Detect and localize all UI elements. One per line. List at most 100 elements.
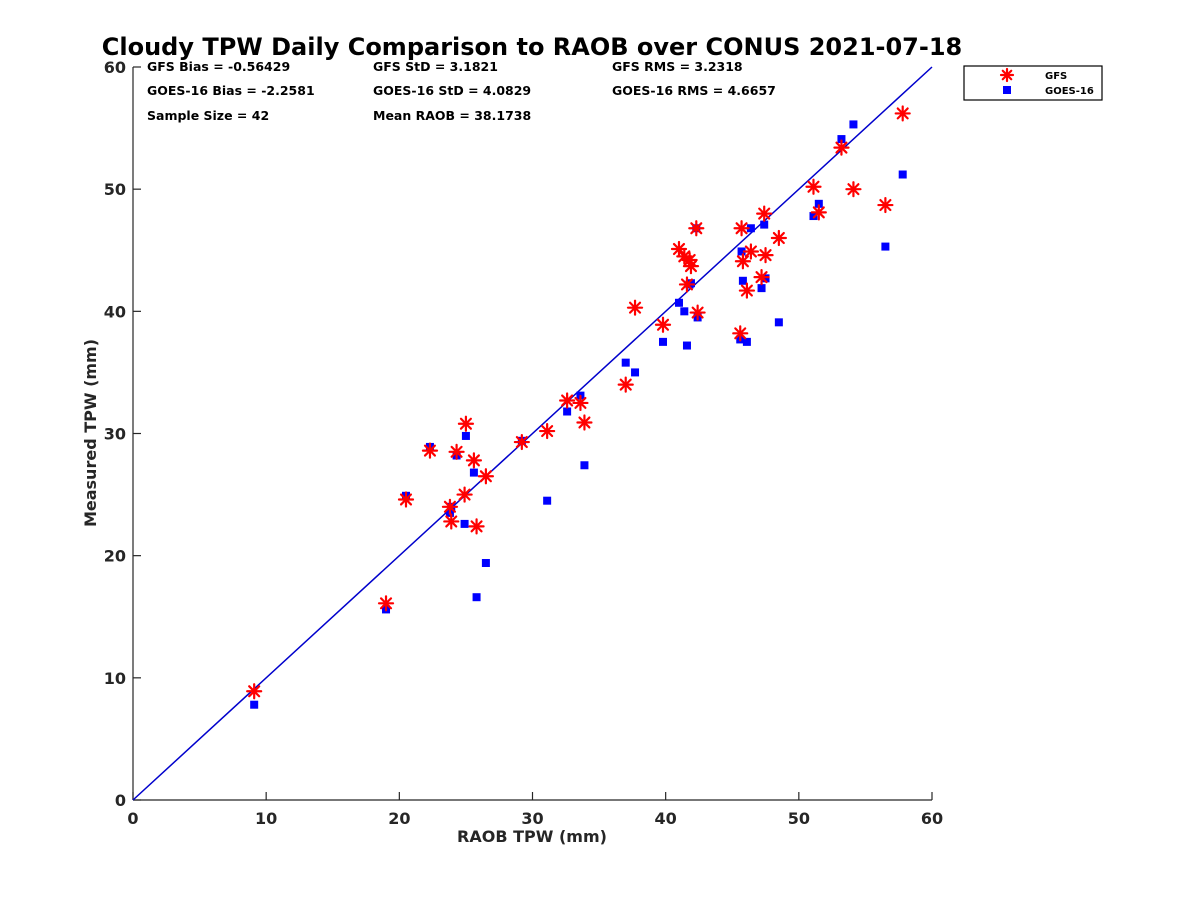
gfs-point <box>572 394 589 412</box>
gfs-point <box>681 251 698 269</box>
goes-16-point <box>659 337 668 346</box>
goes-16-point <box>469 468 478 477</box>
series-gfs <box>246 105 911 700</box>
goes-16-point <box>746 224 755 233</box>
stat-mean-raob: Mean RAOB = 38.1738 <box>373 108 531 123</box>
goes-16-point <box>472 593 481 602</box>
y-tick-label: 50 <box>104 180 126 199</box>
y-tick-label: 30 <box>104 425 126 444</box>
goes-16-point <box>742 337 751 346</box>
goes-16-point <box>809 212 818 221</box>
goes-16-point <box>674 298 683 307</box>
legend-gfs-marker <box>999 67 1015 83</box>
gfs-point <box>246 683 263 700</box>
gfs-point <box>733 220 750 237</box>
gfs-point <box>742 243 759 260</box>
goes-16-point <box>461 431 470 440</box>
legend: GFS GOES-16 <box>963 65 1103 101</box>
goes-16-point <box>837 135 846 144</box>
stat-gfs-bias: GFS Bias = -0.56429 <box>147 59 290 74</box>
gfs-point <box>377 595 395 612</box>
gfs-point <box>805 178 822 195</box>
gfs-point <box>617 376 634 393</box>
gfs-point <box>732 325 749 342</box>
legend-goes-marker <box>1003 86 1011 94</box>
gfs-point <box>441 498 459 515</box>
legend-goes-label: GOES-16 <box>1045 86 1094 97</box>
gfs-point <box>626 299 644 316</box>
x-axis-label: RAOB TPW (mm) <box>457 827 607 846</box>
x-tick-label: 30 <box>521 809 543 828</box>
x-tick-label: 0 <box>127 809 138 828</box>
goes-16-point <box>481 558 490 567</box>
goes-16-point <box>543 496 552 505</box>
gfs-point <box>456 486 473 503</box>
gfs-point <box>810 204 827 221</box>
gfs-point <box>421 442 439 459</box>
y-tick-label: 10 <box>104 669 126 688</box>
goes-16-point <box>760 220 769 229</box>
x-tick-label: 60 <box>921 809 943 828</box>
y-tick-label: 20 <box>104 547 126 566</box>
goes-16-point <box>737 247 746 256</box>
gfs-point <box>833 139 850 156</box>
gfs-point <box>457 415 475 432</box>
gfs-point <box>753 269 770 286</box>
gfs-point <box>894 105 911 122</box>
goes-16-point <box>881 242 890 251</box>
goes-16-point <box>814 199 823 208</box>
x-tick-label: 20 <box>388 809 410 828</box>
goes-16-point <box>680 307 689 316</box>
legend-gfs-label: GFS <box>1045 71 1067 82</box>
stat-gfs-rms: GFS RMS = 3.2318 <box>612 59 743 74</box>
goes-16-point <box>250 700 259 709</box>
gfs-point <box>448 443 465 460</box>
one-to-one-line <box>132 66 933 801</box>
legend-box <box>963 65 1103 101</box>
stat-goes-std: GOES-16 StD = 4.0829 <box>373 83 531 98</box>
gfs-point <box>443 513 460 530</box>
stats-block: GFS Bias = -0.56429 GFS StD = 3.1821 GFS… <box>147 59 776 123</box>
goes-16-point <box>563 407 572 416</box>
gfs-point <box>539 422 556 440</box>
y-tick-label: 0 <box>115 791 126 810</box>
gfs-point <box>468 518 485 535</box>
goes-16-point <box>738 276 747 285</box>
gfs-point <box>738 282 755 299</box>
goes-16-point <box>757 284 766 293</box>
gfs-point <box>397 491 415 508</box>
gfs-point <box>559 392 576 409</box>
gfs-point <box>845 181 862 198</box>
goes-16-point <box>460 519 469 528</box>
goes-16-point <box>631 368 640 377</box>
series-goes-16 <box>250 120 907 709</box>
gfs-point <box>757 247 774 264</box>
y-tick-label: 60 <box>104 58 126 77</box>
goes-16-point <box>682 341 691 350</box>
goes-16-point <box>580 461 589 470</box>
gfs-point <box>770 229 787 247</box>
gfs-point <box>465 452 483 469</box>
goes-16-point <box>621 358 630 367</box>
chart-title: Cloudy TPW Daily Comparison to RAOB over… <box>102 33 962 61</box>
stat-sample-size: Sample Size = 42 <box>147 108 269 123</box>
stat-goes-rms: GOES-16 RMS = 4.6657 <box>612 83 776 98</box>
gfs-point <box>477 468 494 485</box>
stat-gfs-std: GFS StD = 3.1821 <box>373 59 498 74</box>
gfs-point <box>756 205 773 222</box>
y-tick-label: 40 <box>104 302 126 321</box>
goes-16-point <box>761 274 770 283</box>
x-ticks: 0 10 20 30 40 50 60 <box>127 792 943 828</box>
y-axis-label: Measured TPW (mm) <box>81 339 100 527</box>
x-tick-label: 10 <box>255 809 277 828</box>
legend-gfs-asterisk <box>999 67 1015 83</box>
gfs-point <box>688 220 705 237</box>
stat-goes-bias: GOES-16 Bias = -2.2581 <box>147 83 315 98</box>
goes-16-point <box>898 170 907 179</box>
goes-16-point <box>849 120 858 129</box>
gfs-point <box>513 433 530 451</box>
gfs-point <box>877 196 894 214</box>
gfs-point <box>678 276 696 293</box>
gfs-point <box>689 304 706 321</box>
